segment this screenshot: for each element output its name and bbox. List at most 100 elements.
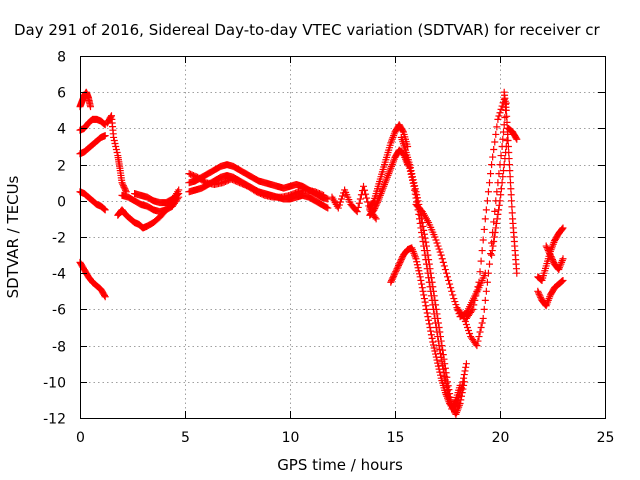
data-point	[507, 191, 515, 199]
data-point	[419, 287, 427, 295]
data-point	[441, 266, 449, 274]
data-point	[353, 208, 361, 216]
data-point	[120, 183, 128, 191]
data-point	[427, 292, 435, 300]
data-point	[370, 206, 378, 214]
data-point	[439, 361, 447, 369]
data-point	[474, 283, 482, 291]
grid-lines	[80, 56, 605, 418]
data-point	[549, 256, 556, 264]
data-point	[425, 320, 433, 328]
data-point	[413, 261, 421, 269]
data-point	[371, 203, 379, 211]
data-points	[76, 88, 567, 418]
data-point	[442, 269, 450, 277]
data-point	[482, 206, 490, 214]
y-axis-title: SDTVAR / TECUs	[4, 175, 22, 298]
data-point	[537, 293, 545, 301]
data-point	[424, 269, 432, 277]
data-point	[491, 207, 499, 215]
data-point	[546, 250, 554, 258]
data-point	[101, 132, 109, 140]
data-point	[406, 167, 414, 175]
data-point	[323, 203, 331, 211]
data-point	[434, 242, 442, 250]
data-point	[437, 349, 444, 357]
data-point	[453, 397, 461, 405]
data-point	[174, 190, 182, 198]
data-point	[418, 228, 426, 236]
data-point	[110, 136, 118, 144]
data-point	[502, 106, 510, 114]
data-point	[101, 205, 108, 213]
data-point	[434, 337, 442, 345]
y-tick-label: -4	[52, 267, 66, 283]
data-point	[469, 305, 477, 313]
y-tick-label: -6	[52, 303, 66, 319]
data-point	[476, 328, 484, 336]
data-point	[490, 233, 498, 241]
data-point	[499, 173, 507, 181]
data-point	[110, 133, 118, 141]
data-point	[466, 330, 474, 338]
data-point	[438, 357, 446, 365]
data-point	[547, 253, 555, 261]
data-point	[318, 191, 326, 199]
data-point	[389, 274, 397, 282]
data-point	[119, 182, 127, 190]
y-axis-tick-labels: 8 6 4 2 0 -2 -4 -6 -8 -10 -12	[43, 50, 66, 428]
y-tick-label: 6	[57, 86, 66, 102]
data-point	[423, 305, 430, 313]
data-point	[476, 268, 484, 276]
data-point	[435, 245, 443, 253]
data-point	[436, 346, 444, 354]
data-point	[493, 123, 501, 131]
y-tick-label: 2	[57, 159, 66, 175]
x-tick-label: 10	[282, 430, 300, 446]
data-point	[535, 290, 543, 298]
data-point	[434, 333, 442, 341]
data-point	[513, 269, 521, 277]
data-point	[480, 305, 488, 313]
data-point	[427, 327, 435, 335]
data-point	[431, 314, 439, 322]
data-point	[503, 124, 511, 132]
data-point	[483, 278, 491, 286]
data-point	[420, 247, 428, 255]
data-point	[420, 291, 428, 299]
data-point	[122, 186, 129, 194]
x-axis-title: GPS time / hours	[277, 456, 403, 474]
data-point	[444, 273, 451, 281]
data-point	[118, 179, 126, 187]
data-point	[496, 109, 504, 117]
data-point	[452, 301, 460, 309]
data-point	[477, 324, 485, 331]
data-point	[432, 324, 440, 331]
data-point	[465, 327, 472, 335]
data-point	[437, 371, 444, 379]
data-point	[337, 195, 345, 203]
data-point	[512, 134, 520, 142]
data-point	[420, 295, 428, 303]
data-point	[548, 254, 556, 262]
data-point	[388, 275, 396, 283]
data-point	[478, 319, 486, 327]
data-point	[490, 146, 498, 154]
data-point	[418, 284, 426, 292]
data-point	[440, 262, 448, 270]
data-point	[508, 197, 516, 205]
data-point	[495, 170, 503, 178]
data-point	[447, 284, 455, 292]
data-point	[544, 245, 552, 253]
data-point	[482, 287, 490, 295]
data-point	[419, 238, 427, 246]
data-point	[411, 186, 419, 194]
data-point	[497, 152, 505, 160]
data-point	[418, 233, 426, 241]
x-tick-label: 0	[76, 430, 85, 446]
data-point	[393, 265, 401, 273]
data-point	[430, 310, 438, 318]
x-tick-label: 25	[597, 430, 615, 446]
data-point	[558, 277, 566, 285]
